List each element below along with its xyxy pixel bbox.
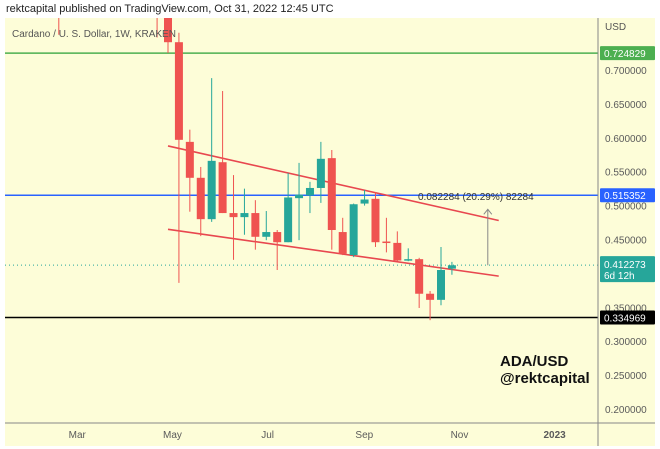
candle-body — [327, 158, 336, 231]
candle-body — [404, 259, 413, 261]
price-badge-label: 0.724829 — [604, 49, 646, 60]
candle-body — [437, 270, 445, 300]
y-tick-label: 0.450000 — [605, 236, 647, 247]
current-price-badge — [600, 256, 655, 283]
chart-title: Cardano / U. S. Dollar, 1W, KRAKEN — [12, 29, 176, 40]
candle-body — [426, 293, 435, 300]
candle-body — [196, 177, 205, 220]
candle-body — [371, 198, 380, 243]
candle-body — [360, 199, 369, 204]
x-tick-label: 2023 — [544, 430, 567, 441]
y-tick-label: 0.600000 — [605, 134, 647, 145]
price-badge-label: 0.515352 — [604, 191, 646, 202]
candle-body — [447, 265, 456, 269]
x-tick-label: Nov — [451, 430, 469, 441]
measure-label: 0.082284 (20.29%) 82284 — [418, 192, 534, 203]
y-tick-label: 0.500000 — [605, 202, 647, 213]
candle-body — [262, 232, 271, 237]
candle-countdown: 6d 12h — [604, 271, 635, 282]
y-tick-label: 0.550000 — [605, 168, 647, 179]
y-tick-label: 0.350000 — [605, 303, 647, 314]
currency-label: USD — [605, 22, 626, 33]
watermark-pair: ADA/USD — [500, 353, 569, 370]
price-badge — [600, 310, 655, 325]
arrow-head-icon — [483, 208, 493, 215]
y-tick-label: 0.650000 — [605, 100, 647, 111]
x-tick-label: Sep — [355, 430, 373, 441]
plot-background — [5, 18, 655, 446]
candle-body — [174, 42, 183, 140]
x-tick-label: Jul — [261, 430, 274, 441]
candle-body — [284, 197, 293, 243]
trendline — [167, 228, 499, 277]
candle-body — [382, 241, 391, 244]
candle-body — [305, 187, 314, 196]
y-tick-label: 0.300000 — [605, 337, 647, 348]
candle-body — [207, 160, 216, 220]
candle-body — [164, 18, 172, 43]
y-tick-label: 0.700000 — [605, 66, 647, 77]
published-header: rektcapital published on TradingView.com… — [6, 3, 334, 15]
x-tick-label: May — [163, 430, 182, 441]
candle-body — [295, 194, 304, 199]
y-tick-label: 0.250000 — [605, 371, 647, 382]
candle-body — [316, 158, 325, 188]
x-tick-label: Mar — [69, 430, 87, 441]
candle-body — [185, 141, 194, 178]
candle-body — [240, 213, 249, 218]
candle-body — [349, 204, 358, 256]
candle-body — [393, 242, 402, 261]
candle-body — [218, 162, 227, 214]
candle-body — [251, 213, 260, 237]
watermark-handle: @rektcapital — [500, 370, 590, 387]
price-badge-label: 0.334969 — [604, 313, 646, 324]
price-badge — [600, 188, 655, 203]
current-price-label: 0.412273 — [604, 260, 646, 271]
price-badge — [600, 46, 655, 61]
candle-body — [338, 232, 347, 254]
y-tick-label: 0.200000 — [605, 405, 647, 416]
candle-body — [415, 259, 424, 294]
candle-body — [273, 232, 282, 243]
candle-body — [229, 213, 238, 218]
